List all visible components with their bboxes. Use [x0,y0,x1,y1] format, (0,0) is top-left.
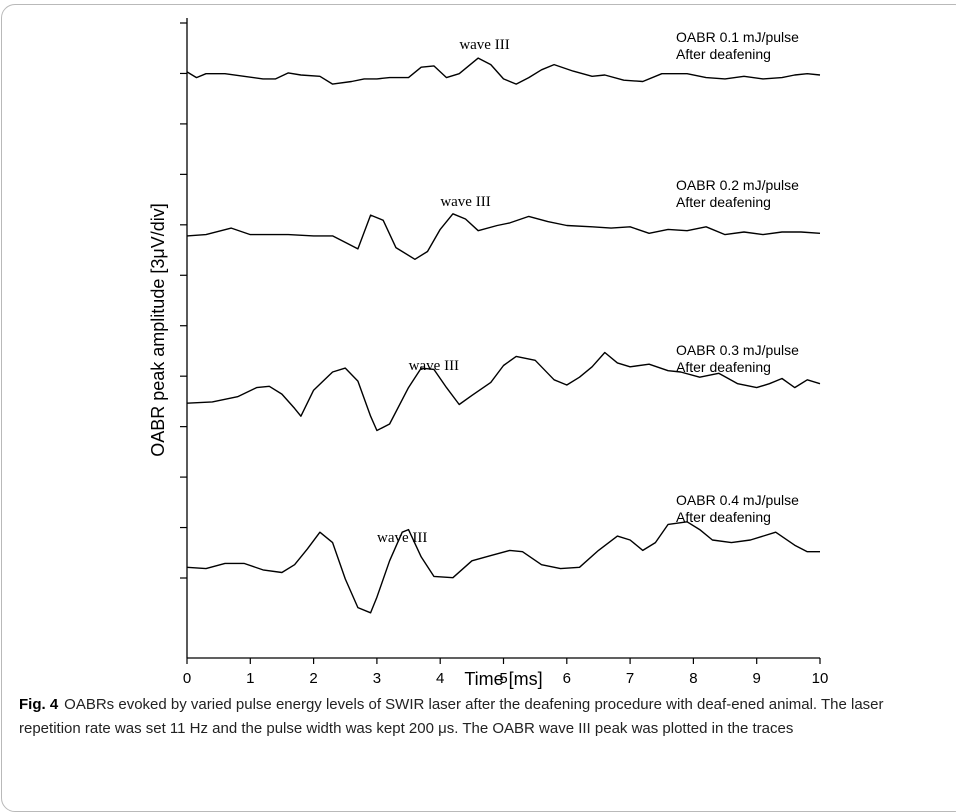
x-tick-label: 8 [689,670,697,687]
trace-label: After deafening [676,46,771,62]
x-tick-label: 0 [183,670,191,687]
trace-label: OABR 0.4 mJ/pulse [676,492,799,508]
trace-label: After deafening [676,509,771,525]
trace-line [186,521,820,614]
x-tick-label: 7 [626,670,634,687]
wave-iii-annotation: wave III [440,194,490,210]
trace-line [186,57,821,85]
caption-text: OABRs evoked by varied pulse energy leve… [19,696,884,737]
x-tick-label: 4 [436,670,444,687]
trace-line [186,351,821,432]
x-axis-title: Time [ms] [464,669,542,689]
x-tick-label: 9 [753,670,761,687]
x-tick-label: 10 [812,670,829,687]
trace-label: OABR 0.2 mJ/pulse [676,177,799,193]
trace-label: After deafening [676,194,771,210]
caption-figure-label: Fig. 4 [19,696,59,713]
figure-caption: Fig. 4 OABRs evoked by varied pulse energ… [19,693,949,741]
x-tick-label: 6 [563,670,571,687]
y-axis-title: OABR peak amplitude [3μV/div] [148,203,168,457]
oabr-chart: 0 1 2 3 4 5 6 7 8 9 10 Time [ms] OABR peak amplitude… [148,18,829,689]
trace-line [186,213,821,260]
trace-label: After deafening [676,359,771,375]
x-tick-label: 2 [309,670,317,687]
wave-iii-annotation: wave III [459,37,509,53]
x-tick-label: 3 [373,670,381,687]
wave-iii-annotation: wave III [409,358,459,374]
trace-label: OABR 0.3 mJ/pulse [676,342,799,358]
wave-iii-annotation: wave III [377,530,427,546]
trace-label: OABR 0.1 mJ/pulse [676,29,799,45]
x-tick-label: 5 [499,670,507,687]
x-tick-label: 1 [246,670,254,687]
